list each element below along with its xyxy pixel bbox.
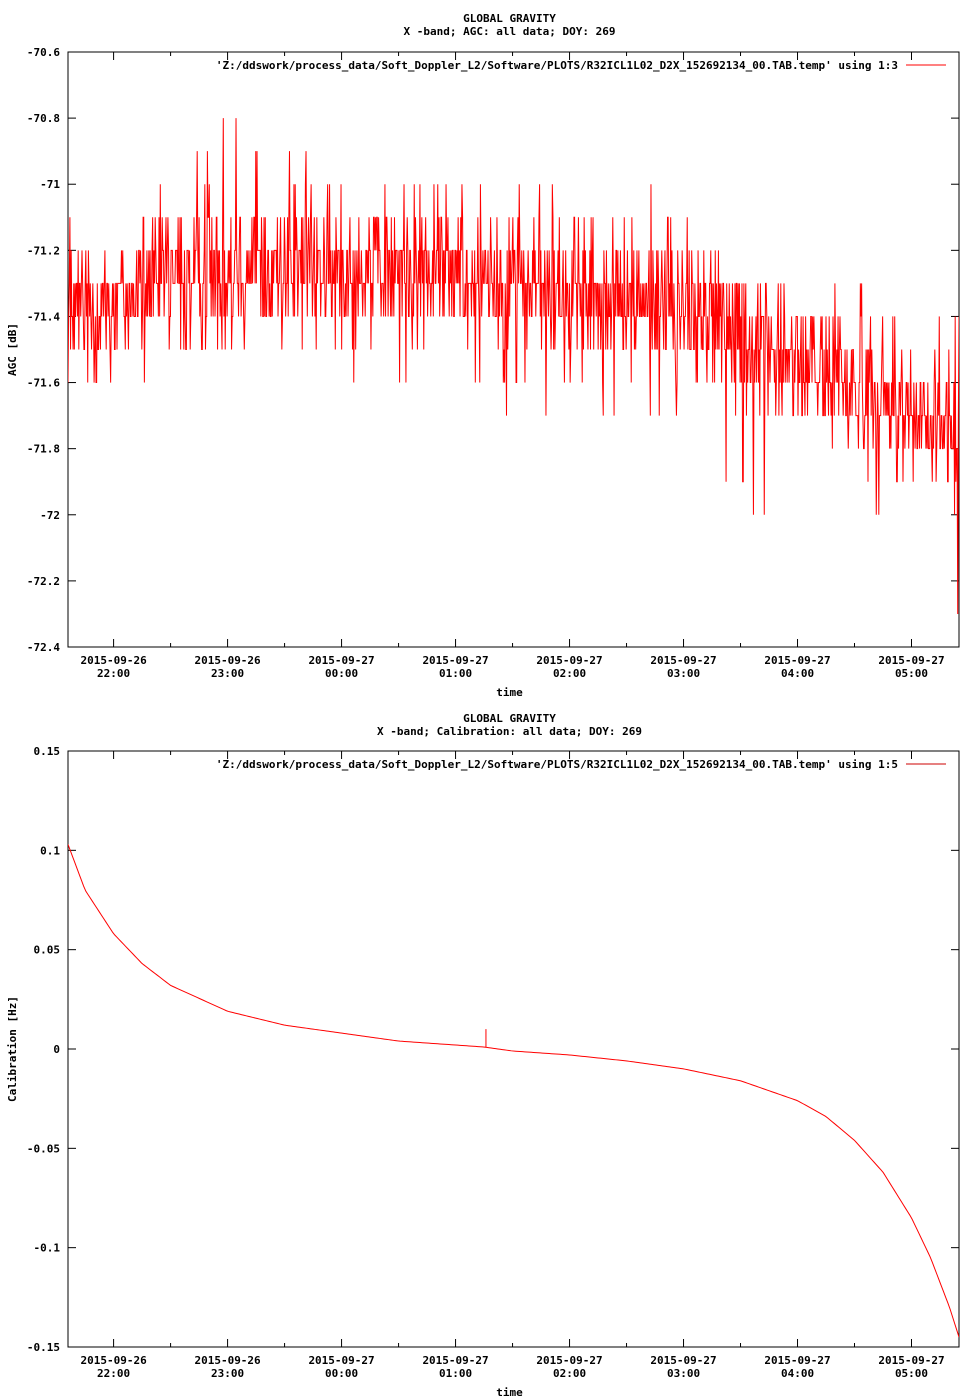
x-tick-time: 00:00 xyxy=(325,667,358,680)
x-tick-date: 2015-09-26 xyxy=(80,654,147,667)
x-tick-time: 01:00 xyxy=(439,1367,472,1380)
y-tick-label: -71.8 xyxy=(27,443,60,456)
chart-subtitle: X -band; AGC: all data; DOY: 269 xyxy=(404,25,616,38)
y-tick-label: 0 xyxy=(53,1043,60,1056)
y-axis-label: AGC [dB] xyxy=(6,323,19,376)
x-tick-date: 2015-09-27 xyxy=(308,654,374,667)
y-tick-label: 0.1 xyxy=(40,844,60,857)
y-tick-label: -71.6 xyxy=(27,377,60,390)
x-axis-label: time xyxy=(496,1386,523,1399)
x-tick-date: 2015-09-27 xyxy=(650,654,716,667)
x-tick-date: 2015-09-27 xyxy=(422,1354,488,1367)
y-tick-label: -70.8 xyxy=(27,112,60,125)
y-axis-label: Calibration [Hz] xyxy=(6,996,19,1102)
plot-frame xyxy=(67,750,960,1348)
y-tick-label: -72 xyxy=(40,509,60,522)
x-tick-time: 01:00 xyxy=(439,667,472,680)
x-tick-time: 03:00 xyxy=(667,1367,700,1380)
x-tick-date: 2015-09-27 xyxy=(536,654,602,667)
y-tick-label: -72.4 xyxy=(27,641,60,654)
y-tick-label: -71.4 xyxy=(27,310,60,323)
y-tick-label: 0.15 xyxy=(34,745,61,758)
x-tick-time: 22:00 xyxy=(97,1367,130,1380)
y-tick-label: -71.2 xyxy=(27,244,60,257)
x-tick-date: 2015-09-27 xyxy=(308,1354,374,1367)
x-tick-time: 05:00 xyxy=(895,1367,928,1380)
x-tick-time: 04:00 xyxy=(781,667,814,680)
x-tick-date: 2015-09-27 xyxy=(764,654,830,667)
x-tick-date: 2015-09-27 xyxy=(536,1354,602,1367)
x-tick-time: 00:00 xyxy=(325,1367,358,1380)
y-tick-label: -0.05 xyxy=(27,1142,60,1155)
y-tick-label: 0.05 xyxy=(34,944,61,957)
x-tick-date: 2015-09-26 xyxy=(80,1354,147,1367)
x-tick-date: 2015-09-27 xyxy=(878,1354,944,1367)
x-tick-date: 2015-09-27 xyxy=(650,1354,716,1367)
x-tick-date: 2015-09-27 xyxy=(764,1354,830,1367)
x-tick-date: 2015-09-26 xyxy=(194,654,261,667)
x-tick-time: 03:00 xyxy=(667,667,700,680)
chart-subtitle: X -band; Calibration: all data; DOY: 269 xyxy=(377,725,642,738)
x-axis-label: time xyxy=(496,686,523,699)
legend-label: 'Z:/ddswork/process_data/Soft_Doppler_L2… xyxy=(216,758,898,771)
x-tick-date: 2015-09-27 xyxy=(878,654,944,667)
series-line xyxy=(68,118,959,614)
x-tick-time: 23:00 xyxy=(211,667,244,680)
y-tick-label: -71 xyxy=(40,178,60,191)
x-tick-time: 22:00 xyxy=(97,667,130,680)
legend-label: 'Z:/ddswork/process_data/Soft_Doppler_L2… xyxy=(216,59,898,72)
x-tick-time: 23:00 xyxy=(211,1367,244,1380)
y-tick-label: -72.2 xyxy=(27,575,60,588)
x-tick-time: 02:00 xyxy=(553,1367,586,1380)
y-tick-label: -0.1 xyxy=(34,1242,61,1255)
x-tick-time: 05:00 xyxy=(895,667,928,680)
y-tick-label: -70.6 xyxy=(27,46,60,59)
chart-title: GLOBAL GRAVITY xyxy=(463,712,556,725)
series-line xyxy=(68,844,959,1338)
x-tick-date: 2015-09-26 xyxy=(194,1354,261,1367)
x-tick-time: 04:00 xyxy=(781,1367,814,1380)
x-tick-date: 2015-09-27 xyxy=(422,654,488,667)
y-tick-label: -0.15 xyxy=(27,1341,60,1354)
x-tick-time: 02:00 xyxy=(553,667,586,680)
chart-title: GLOBAL GRAVITY xyxy=(463,12,556,25)
